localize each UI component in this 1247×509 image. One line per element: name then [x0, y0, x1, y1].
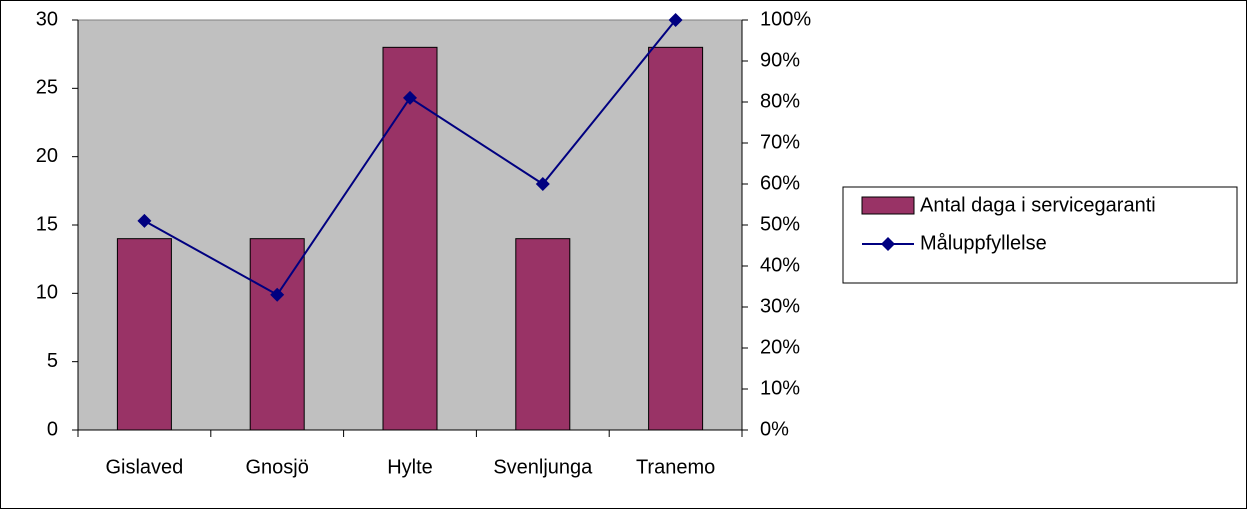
- y-tick-label: 5: [47, 350, 58, 372]
- y-tick-label: 15: [36, 213, 58, 235]
- y2-tick-label: 40%: [760, 254, 800, 276]
- y2-tick-label: 80%: [760, 90, 800, 112]
- y2-tick-label: 90%: [760, 49, 800, 71]
- x-tick-label: Hylte: [387, 456, 433, 478]
- line-marker: [270, 287, 285, 302]
- y2-tick-label: 70%: [760, 131, 800, 153]
- legend-label: Antal daga i servicegaranti: [920, 194, 1156, 216]
- y2-tick-label: 100%: [760, 8, 811, 30]
- y2-tick-label: 50%: [760, 213, 800, 235]
- x-tick-label: Tranemo: [636, 456, 715, 478]
- y2-tick-label: 20%: [760, 336, 800, 358]
- y-tick-label: 20: [36, 145, 58, 167]
- legend-label: Måluppfyllelse: [920, 232, 1047, 254]
- y2-tick-label: 30%: [760, 295, 800, 317]
- x-tick-label: Svenljunga: [493, 456, 593, 478]
- line-marker: [403, 90, 417, 105]
- bar: [648, 46, 704, 431]
- line-marker: [535, 177, 550, 191]
- legend-swatch: [861, 196, 915, 215]
- line-marker: [668, 13, 683, 27]
- y-tick-label: 25: [36, 77, 58, 99]
- y-tick-label: 30: [36, 8, 58, 30]
- bar: [515, 238, 571, 431]
- y-tick-label: 0: [47, 418, 58, 440]
- y-tick-label: 10: [36, 282, 58, 304]
- x-tick-label: Gnosjö: [246, 456, 309, 478]
- line-marker: [137, 213, 152, 228]
- y2-tick-label: 10%: [760, 377, 800, 399]
- y2-tick-label: 60%: [760, 172, 800, 194]
- x-tick-label: Gislaved: [105, 456, 183, 478]
- bar: [382, 46, 438, 431]
- y2-tick-label: 0%: [760, 418, 789, 440]
- legend-marker: [881, 237, 895, 251]
- bar: [116, 238, 172, 431]
- bar: [249, 238, 305, 431]
